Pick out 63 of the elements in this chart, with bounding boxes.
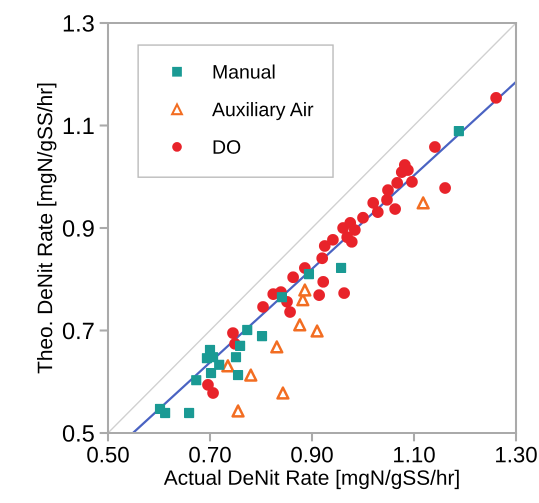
point [317,276,330,288]
point [406,176,418,188]
point [316,252,328,264]
point [338,287,350,299]
point [227,327,239,339]
point [490,92,502,104]
point [256,331,268,342]
point [232,370,244,380]
point [293,318,306,332]
point [304,269,314,280]
point [160,408,170,418]
point [382,184,394,196]
point [184,408,194,418]
point [242,324,252,336]
point [298,283,312,297]
point [416,196,430,210]
point [270,340,284,354]
y-tick-label: 0.9 [62,220,94,237]
legend-label: Manual [214,64,274,79]
point [429,141,441,153]
point [231,404,245,418]
legend-label: Auxiliary Air [212,102,314,120]
y-tick-label: 0.5 [62,425,94,442]
point [389,203,401,215]
x-tick-label: 0.90 [291,446,333,463]
x-axis-title: Actual DeNit Rate [mgN/gSS/hr] [164,470,459,490]
point [287,271,299,284]
point [357,212,369,224]
point [221,359,234,372]
point [214,360,224,370]
point [318,240,331,252]
point [381,194,393,206]
x-tick-label: 1.10 [394,446,435,463]
point [284,306,296,318]
point [336,262,346,274]
point [346,236,358,248]
point [202,378,214,391]
point [367,197,380,209]
point [276,292,287,302]
point [207,387,219,399]
legend-label: DO [214,140,240,154]
point [230,352,242,362]
point [276,386,290,400]
point [454,126,464,136]
point [257,301,269,313]
point [391,177,404,189]
point [439,182,451,194]
point [235,340,246,351]
x-tick-label: 0.50 [87,446,129,463]
point [310,324,324,338]
x-tick-label: 1.30 [496,446,537,463]
y-tick-label: 1.3 [64,15,94,32]
point [327,234,339,246]
point [348,224,361,236]
point [244,368,258,382]
point [372,206,384,218]
y-tick-label: 1.1 [64,118,94,134]
x-tick-label: 0.70 [189,446,231,463]
point [206,368,216,378]
y-axis-title: Theo. DeNit Rate [mgN/gSS/hr] [37,84,56,374]
point [191,375,202,386]
y-tick-label: 0.7 [62,322,94,340]
point [313,289,325,301]
